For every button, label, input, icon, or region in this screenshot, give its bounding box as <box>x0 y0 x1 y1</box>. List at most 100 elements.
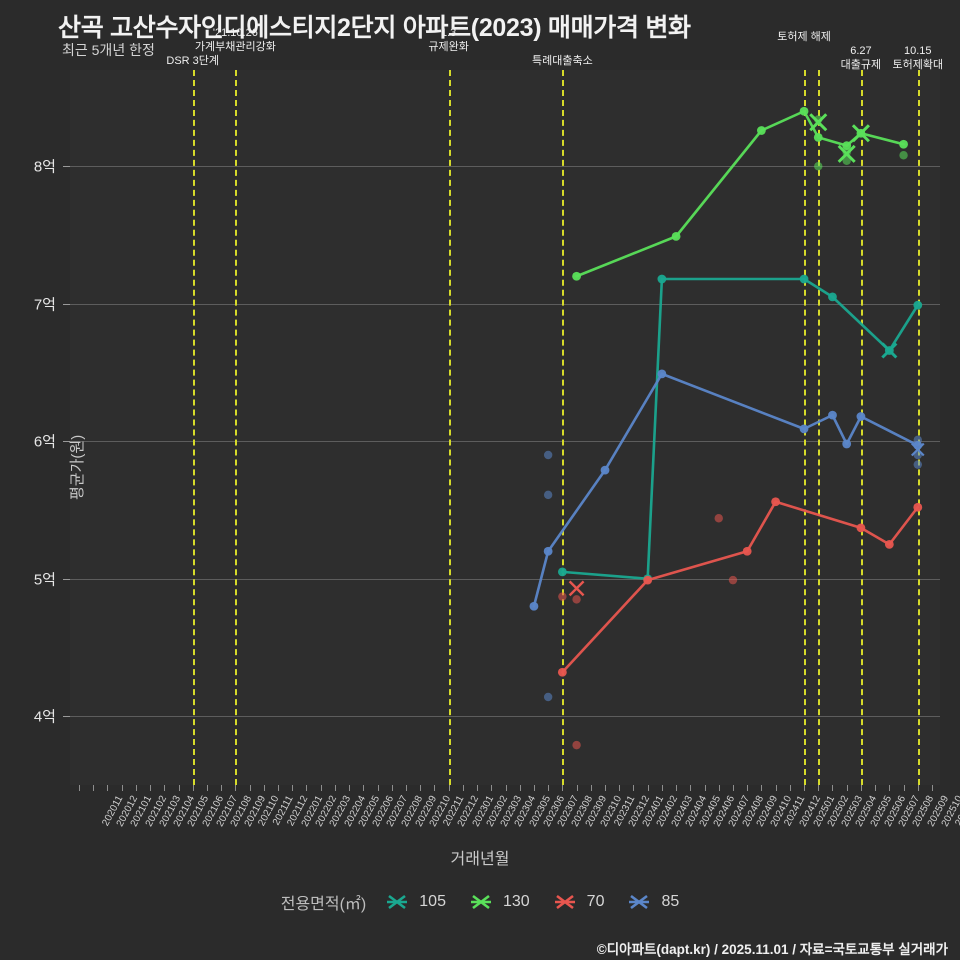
y-tick-label: 6억 <box>33 433 56 451</box>
data-point <box>913 300 923 310</box>
scatter-point <box>842 156 851 165</box>
x-tick-mark <box>292 785 294 791</box>
x-tick-mark <box>320 785 322 791</box>
data-point <box>799 424 809 434</box>
data-point <box>771 497 781 507</box>
x-tick-mark <box>420 785 422 791</box>
gridline <box>70 578 940 580</box>
event-label: DSR 3단계 <box>166 54 219 68</box>
x-tick-mark <box>633 785 635 791</box>
x-tick-mark <box>747 785 749 791</box>
data-point <box>799 106 809 116</box>
scatter-point <box>899 151 908 160</box>
series-70 <box>557 497 923 750</box>
y-axis-title: 평균가(원) <box>69 434 86 500</box>
legend-item-85[interactable]: 85 <box>626 892 679 912</box>
data-point <box>643 575 653 585</box>
series-x-marker <box>809 113 828 132</box>
plot-area: 8억 7억 6억 5억 4억 202011 202012 202101 202102 20210… <box>34 27 960 829</box>
y-tick-mark <box>63 716 70 718</box>
data-point <box>856 523 866 533</box>
scatter-point <box>572 740 581 750</box>
event-date: 1.3 <box>440 27 457 39</box>
legend-label: 85 <box>661 893 680 910</box>
scatter-point <box>543 450 553 460</box>
legend-item-130[interactable]: 130 <box>468 892 530 912</box>
data-point <box>856 412 866 421</box>
legend-title: 전용면적(㎡) <box>280 896 367 913</box>
x-tick-mark <box>363 785 365 791</box>
scatter-point <box>543 490 553 500</box>
x-tick-mark <box>903 785 905 791</box>
event-name: 규제완화 <box>428 41 469 53</box>
event-line-5 <box>818 70 821 785</box>
legend-x-marker-icon <box>470 894 491 910</box>
data-point <box>543 546 553 556</box>
x-tick-mark <box>519 785 521 791</box>
page-title: 산곡 고산수자인디에스티지2단지 아파트(2023) 매매가격 변화 <box>58 14 691 42</box>
x-axis-title: 거래년월 <box>450 851 510 868</box>
series-130 <box>572 106 908 281</box>
x-tick-mark <box>263 785 265 791</box>
legend: 전용면적(㎡) 105 130 70 85 <box>0 890 960 914</box>
event-line-가계부채관리강화 <box>235 70 238 785</box>
event-date: '21.10.26 <box>212 27 258 39</box>
x-tick-mark <box>775 785 777 791</box>
data-point <box>884 539 894 549</box>
legend-label: 70 <box>586 893 605 910</box>
x-tick-mark <box>93 785 95 791</box>
series-line <box>561 277 920 581</box>
data-point <box>600 465 610 475</box>
data-point <box>799 274 809 284</box>
event-name: DSR 3단계 <box>166 55 220 67</box>
x-tick-mark <box>718 785 720 791</box>
y-tick-label: 8억 <box>33 158 56 176</box>
data-point <box>813 132 823 142</box>
data-point <box>899 139 908 149</box>
event-name: 특례대출축소 <box>531 55 593 67</box>
event-line-특례대출축소 <box>562 70 565 785</box>
x-tick-mark <box>150 785 152 791</box>
y-tick-label: 4억 <box>33 708 56 726</box>
legend-item-105[interactable]: 105 <box>384 892 446 912</box>
x-tick-mark <box>832 785 834 791</box>
gridline <box>70 303 940 305</box>
scatter-point <box>913 460 922 469</box>
series-x-marker <box>911 442 925 457</box>
series-85 <box>529 369 923 702</box>
y-tick-mark <box>63 166 70 168</box>
scatter-point <box>572 595 581 604</box>
x-tick-mark <box>875 785 877 791</box>
footer-credit: ©디아파트(dapt.kr) / 2025.11.01 / 자료=국토교통부 실… <box>596 942 948 957</box>
x-tick-mark <box>761 785 763 791</box>
data-point <box>742 546 752 556</box>
x-tick-mark <box>846 785 848 791</box>
x-tick-mark <box>676 785 678 791</box>
x-tick-mark <box>690 785 692 791</box>
event-date: 10.15 <box>904 45 932 57</box>
x-tick-mark <box>235 785 237 791</box>
x-tick-mark <box>206 785 208 791</box>
x-tick-mark <box>192 785 194 791</box>
x-tick-mark <box>533 785 535 791</box>
data-point <box>842 439 852 449</box>
x-tick-mark <box>505 785 507 791</box>
x-tick-mark <box>804 785 806 791</box>
data-point <box>913 502 923 512</box>
x-tick-mark <box>278 785 280 791</box>
event-line-토허제확대 <box>917 70 920 785</box>
data-point <box>657 369 667 379</box>
event-label: 특례대출축소 <box>532 54 593 68</box>
data-point <box>828 410 837 420</box>
y-tick-mark <box>63 441 70 443</box>
x-tick-mark <box>164 785 166 791</box>
x-tick-mark <box>349 785 351 791</box>
legend-label: 105 <box>419 893 446 910</box>
x-tick-mark <box>860 785 862 791</box>
x-tick-mark <box>818 785 820 791</box>
legend-item-70[interactable]: 70 <box>552 892 605 912</box>
scatter-point <box>558 592 567 601</box>
series-x-marker <box>881 342 898 359</box>
data-point <box>842 141 852 151</box>
